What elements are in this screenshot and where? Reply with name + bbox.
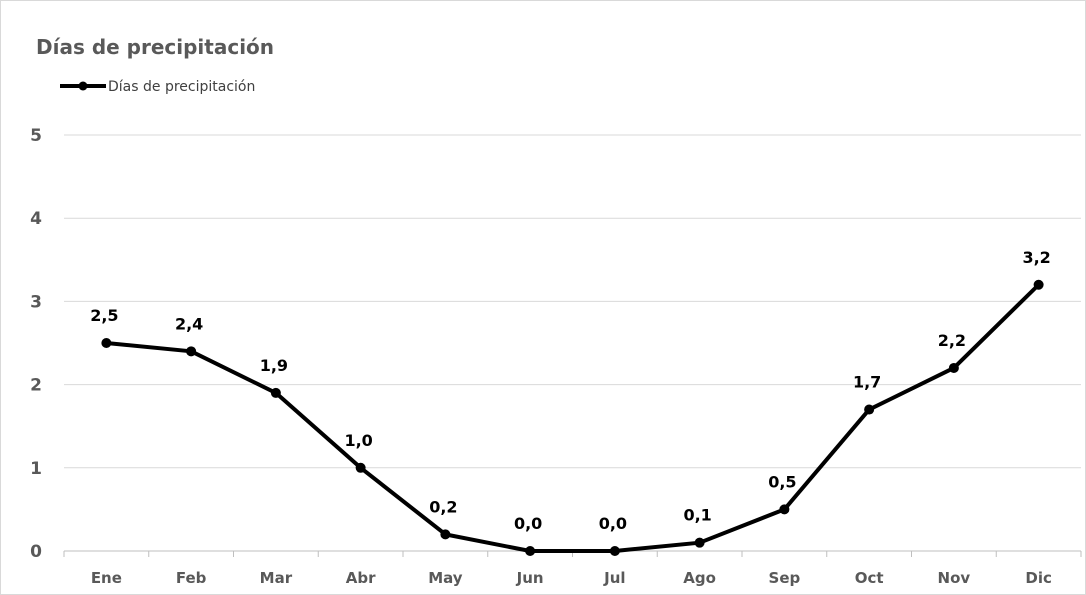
legend-label: Días de precipitación bbox=[108, 79, 255, 95]
data-point-sep bbox=[779, 504, 790, 515]
x-tick-label-jul: Jul bbox=[603, 569, 625, 587]
data-label-mar: 1,9 bbox=[260, 356, 288, 375]
data-label-feb: 2,4 bbox=[175, 314, 203, 333]
data-point-nov bbox=[948, 362, 959, 373]
series-layer bbox=[101, 279, 1044, 556]
data-label-nov: 2,2 bbox=[938, 331, 966, 350]
data-label-jun: 0,0 bbox=[514, 514, 542, 533]
data-label-ene: 2,5 bbox=[90, 306, 118, 325]
gridlines bbox=[64, 134, 1081, 469]
data-point-jun bbox=[525, 546, 536, 556]
data-point-abr bbox=[355, 462, 366, 473]
data-label-jul: 0,0 bbox=[599, 514, 627, 533]
x-tick-label-abr: Abr bbox=[346, 569, 376, 587]
y-tick-label-4: 4 bbox=[30, 209, 42, 229]
y-axis-labels: 0 1 2 3 4 5 bbox=[30, 126, 42, 562]
legend: Días de precipitación bbox=[60, 79, 255, 95]
x-tick-label-feb: Feb bbox=[176, 569, 207, 587]
x-tick-label-sep: Sep bbox=[769, 569, 801, 587]
chart-title: Días de precipitación bbox=[36, 35, 274, 59]
x-tick-label-jun: Jun bbox=[516, 569, 544, 587]
x-tick-label-ene: Ene bbox=[91, 569, 122, 587]
data-point-feb bbox=[186, 346, 197, 357]
data-label-abr: 1,0 bbox=[344, 431, 372, 450]
x-tick-label-ago: Ago bbox=[683, 569, 716, 587]
series-line bbox=[104, 282, 1041, 553]
y-tick-label-3: 3 bbox=[30, 292, 42, 312]
y-tick-label-2: 2 bbox=[30, 376, 42, 396]
x-tick-label-may: May bbox=[428, 569, 463, 587]
y-tick-label-0: 0 bbox=[30, 542, 42, 562]
data-point-mar bbox=[270, 387, 281, 398]
data-label-oct: 1,7 bbox=[853, 373, 881, 392]
legend-dot-marker bbox=[78, 81, 88, 91]
y-tick-label-5: 5 bbox=[30, 126, 42, 146]
data-label-sep: 0,5 bbox=[768, 472, 796, 491]
y-tick-label-1: 1 bbox=[30, 459, 42, 479]
data-point-dic bbox=[1033, 279, 1044, 290]
data-point-oct bbox=[864, 404, 875, 415]
data-labels: 2,5 2,4 1,9 1,0 0,2 0,0 0,0 0,1 0,5 1,7 2,2 3,2 bbox=[90, 248, 1051, 533]
x-tick-label-dic: Dic bbox=[1025, 569, 1051, 587]
x-tick-label-oct: Oct bbox=[855, 569, 884, 587]
data-point-ene bbox=[101, 338, 112, 348]
data-point-may bbox=[440, 529, 451, 540]
x-axis: Ene Feb Mar Abr May Jun Jul Ago Sep Oct Nov Dic bbox=[63, 550, 1082, 587]
data-point-jul bbox=[609, 546, 620, 556]
data-point-ago bbox=[694, 537, 705, 548]
x-tick-label-mar: Mar bbox=[260, 569, 293, 587]
x-tick-label-nov: Nov bbox=[938, 569, 971, 587]
data-label-ago: 0,1 bbox=[683, 506, 711, 525]
data-label-dic: 3,2 bbox=[1022, 248, 1050, 267]
data-label-may: 0,2 bbox=[429, 497, 457, 516]
